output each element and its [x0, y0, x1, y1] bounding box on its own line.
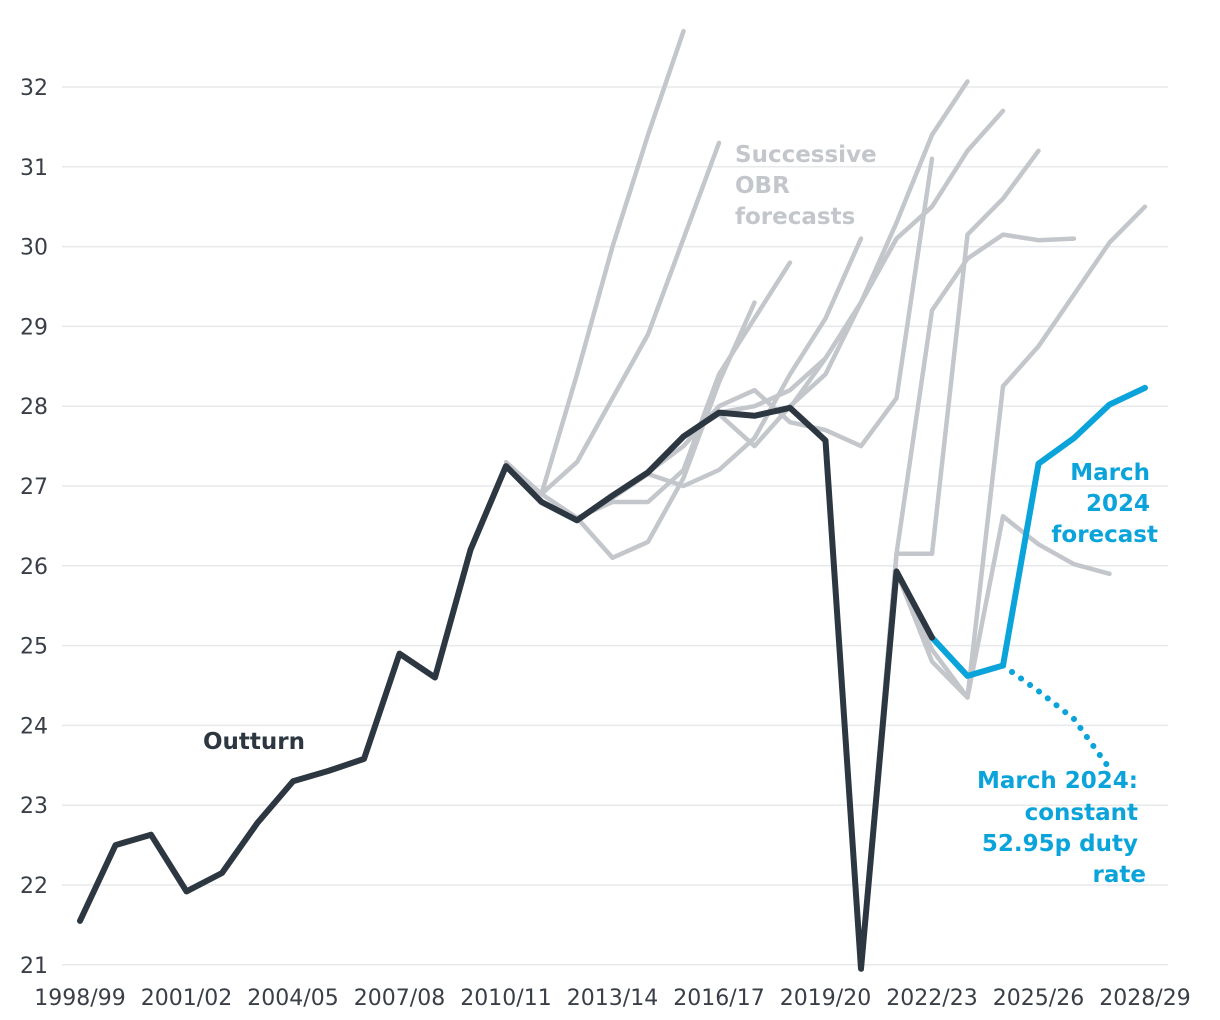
obr-forecast-line-4	[574, 260, 793, 521]
y-tick-label: 31	[20, 156, 48, 181]
march-2024-forecast-label: March 2024 forecast	[1051, 460, 1158, 548]
series-lines	[77, 28, 1148, 972]
y-tick-label: 30	[20, 236, 48, 261]
x-tick-label: 2001/02	[141, 986, 232, 1011]
obr-forecast-line-12	[894, 204, 1148, 700]
x-tick-label: 2016/17	[673, 986, 764, 1011]
obr-forecast-line-6	[645, 156, 935, 475]
x-tick-label: 2028/29	[1099, 986, 1190, 1011]
x-tick-label: 1998/99	[34, 986, 125, 1011]
y-tick-label: 32	[20, 76, 48, 101]
x-tick-label: 2025/26	[993, 986, 1084, 1011]
x-tick-label: 2022/23	[886, 986, 977, 1011]
y-tick-label: 28	[20, 395, 48, 420]
x-tick-label: 2007/08	[354, 986, 445, 1011]
x-tick-label: 2004/05	[247, 986, 338, 1011]
obr-forecast-line-11	[858, 232, 1077, 972]
obr-forecast-line-1	[503, 28, 686, 497]
outturn-line	[77, 404, 935, 972]
obr-forecast-line-5	[610, 236, 864, 501]
x-tick-label: 2010/11	[460, 986, 551, 1011]
obr-forecast-line-13	[894, 514, 1112, 700]
x-axis-tick-labels: 1998/99 2001/02 2004/05 2007/08 2010/11 2013/…	[34, 986, 1190, 1011]
y-axis-tick-labels: 21 22 23 24 25 26 27 28 29 30 31 32	[20, 76, 48, 979]
march-2024-constant-duty-label: March 2024: constant 52.95p duty rate	[977, 768, 1146, 888]
y-tick-label: 27	[20, 475, 48, 500]
y-tick-label: 29	[20, 315, 48, 340]
y-tick-label: 22	[20, 874, 48, 899]
obr-forecasts-label: Successive OBR forecasts	[735, 142, 885, 230]
x-tick-label: 2019/20	[780, 986, 871, 1011]
march-2024-forecast-line	[929, 384, 1148, 679]
y-tick-label: 21	[20, 954, 48, 979]
y-tick-label: 25	[20, 635, 48, 660]
obr-forecast-line-9	[787, 108, 1006, 411]
march-2024-constant-duty-line	[1000, 662, 1113, 772]
y-tick-label: 24	[20, 714, 48, 739]
obr-forecast-line-2	[539, 140, 722, 497]
y-tick-label: 23	[20, 794, 48, 819]
y-tick-label: 26	[20, 555, 48, 580]
outturn-label: Outturn	[203, 729, 305, 755]
x-tick-label: 2013/14	[567, 986, 658, 1011]
